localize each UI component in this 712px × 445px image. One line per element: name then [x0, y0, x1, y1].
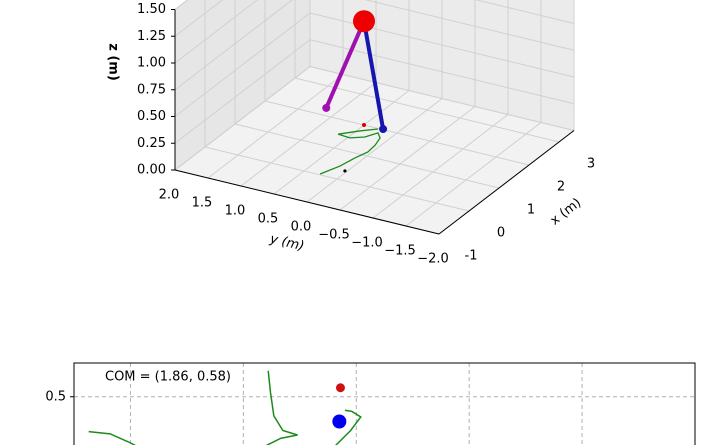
y-tick-label: 1.5 [192, 196, 213, 211]
grid-line [174, 39, 311, 144]
grid-line [372, 114, 509, 219]
grid-line [174, 66, 311, 171]
point [343, 169, 347, 173]
z-axis-label: z (m) [106, 43, 121, 81]
x-tick-label: -1 [465, 249, 478, 264]
point [353, 10, 375, 33]
x-axis-line [438, 130, 575, 235]
y-tick-label: −0.5 [318, 228, 350, 243]
y-tick-label: 0.5 [258, 212, 279, 227]
y-tick-label: −1.0 [351, 236, 383, 251]
grid-line [474, 0, 575, 24]
foot [322, 103, 331, 112]
grid-line [174, 12, 311, 117]
x-tick-label: 3 [587, 157, 595, 172]
grid-line [174, 0, 258, 64]
axes-frame [73, 362, 696, 445]
y-tick-label: 0.0 [291, 220, 312, 235]
grid-line [207, 74, 344, 179]
grid-line [364, 0, 575, 51]
z-tick-label: 0.75 [137, 82, 166, 97]
z-tick-label: 0.00 [137, 163, 166, 178]
z-tick-label: 1.00 [137, 56, 166, 71]
grid-line [174, 0, 224, 37]
y-tick-label: −1.5 [384, 244, 416, 259]
y-tick-label: 1.0 [225, 204, 246, 219]
grid-line [306, 98, 443, 203]
foot [379, 125, 388, 134]
z-tick-label: 0.50 [137, 109, 166, 124]
y-tick-label: 2.0 [159, 188, 180, 203]
point [332, 414, 347, 429]
plot-3d: -1 0 1 2 3 2.0 1.5 1.0 0.5 0.0 −0.5−1.0−1.5−2.0 0.0… [137, 0, 595, 267]
y-tick-label: −2.0 [417, 252, 449, 267]
x-axis-label: x (m) [548, 195, 585, 228]
grid-line [174, 0, 293, 91]
annotation: COM = (1.86, 0.58) [105, 370, 231, 385]
grid-line [240, 82, 377, 187]
x-tick-label: 0 [497, 226, 505, 241]
z-tick-label: 0.25 [137, 136, 166, 151]
trajectory [319, 128, 381, 175]
plot-area [74, 363, 695, 445]
x-tick-label: 2 [557, 180, 565, 195]
z-tick-label: 1.50 [137, 2, 166, 17]
grid-line [309, 66, 575, 131]
y-axis-label: y (m) [267, 232, 305, 255]
point [335, 383, 345, 393]
grid-line [339, 106, 476, 211]
grid-line [405, 122, 542, 227]
z-tick-label: 1.25 [137, 29, 166, 44]
plot-2d: 0.5 [45, 362, 696, 445]
trajectory [88, 370, 362, 445]
y-tick-label: 0.5 [45, 389, 66, 404]
point [362, 123, 366, 127]
grid-line [309, 39, 575, 105]
leg [324, 20, 366, 109]
grid-line [273, 90, 410, 195]
x-tick-label: 1 [527, 203, 535, 218]
y-axis-line [174, 169, 440, 235]
leg [362, 20, 386, 130]
